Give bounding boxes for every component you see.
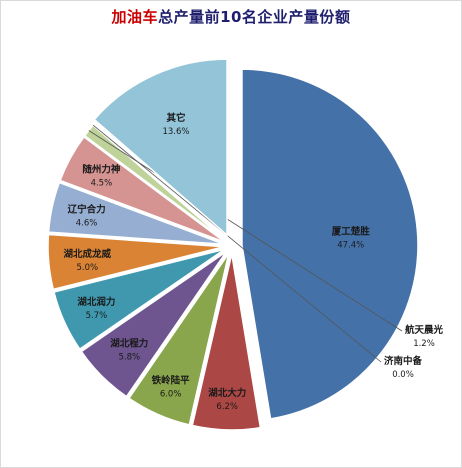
leader-line (92, 124, 382, 363)
pie-slice (93, 58, 228, 237)
slice-value-label: 5.0% (76, 263, 98, 273)
slice-name-label: 随州力神 (82, 164, 120, 176)
pie-slice (127, 252, 230, 426)
chart-title: 加油车总产量前10名企业产量份额 (0, 6, 462, 27)
slice-value-label: 6.2% (216, 402, 238, 412)
slice-name-label: 厦工楚胜 (332, 225, 371, 237)
slice-name-label: 湖北大力 (208, 387, 246, 399)
slice-value-label: 47.4% (337, 240, 364, 250)
pie-slice (241, 68, 419, 420)
pie-slice (191, 253, 262, 431)
slice-name-label: 铁岭陆平 (152, 374, 191, 386)
leader-line (88, 130, 403, 332)
slice-value-label: 4.6% (76, 218, 98, 228)
pie-slice (47, 181, 225, 246)
chart-title-highlight: 加油车 (111, 8, 159, 26)
pie-slice (59, 135, 226, 243)
slice-value-label: 6.0% (160, 389, 182, 399)
slice-name-label: 济南中备 (384, 355, 423, 367)
slice-value-label: 1.2% (413, 339, 435, 349)
slice-name-label: 辽宁合力 (68, 203, 106, 215)
slice-name-label: 湖北程力 (110, 338, 148, 350)
slice-name-label: 湖北成龙威 (64, 248, 112, 260)
slice-value-label: 5.7% (86, 311, 108, 321)
pie-slice (53, 248, 226, 351)
slice-name-label: 航天晨光 (405, 324, 444, 336)
pie-slice (80, 251, 227, 398)
pie-slice (47, 233, 225, 291)
chart-title-rest: 总产量前10名企业产量份额 (158, 8, 351, 26)
slice-name-label: 湖北润力 (77, 296, 115, 308)
slice-value-label: 5.8% (118, 353, 140, 363)
slice-name-label: 其它 (166, 112, 185, 124)
slice-value-label: 13.6% (162, 127, 189, 137)
slice-value-label: 0.0% (392, 370, 414, 380)
slice-value-label: 4.5% (91, 179, 113, 189)
pie-slice (83, 124, 227, 242)
